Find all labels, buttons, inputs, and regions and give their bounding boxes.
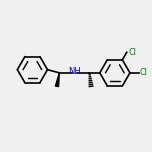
Text: NH: NH: [68, 67, 81, 76]
Text: Cl: Cl: [128, 48, 136, 57]
Text: Cl: Cl: [140, 68, 148, 77]
Polygon shape: [55, 73, 59, 87]
